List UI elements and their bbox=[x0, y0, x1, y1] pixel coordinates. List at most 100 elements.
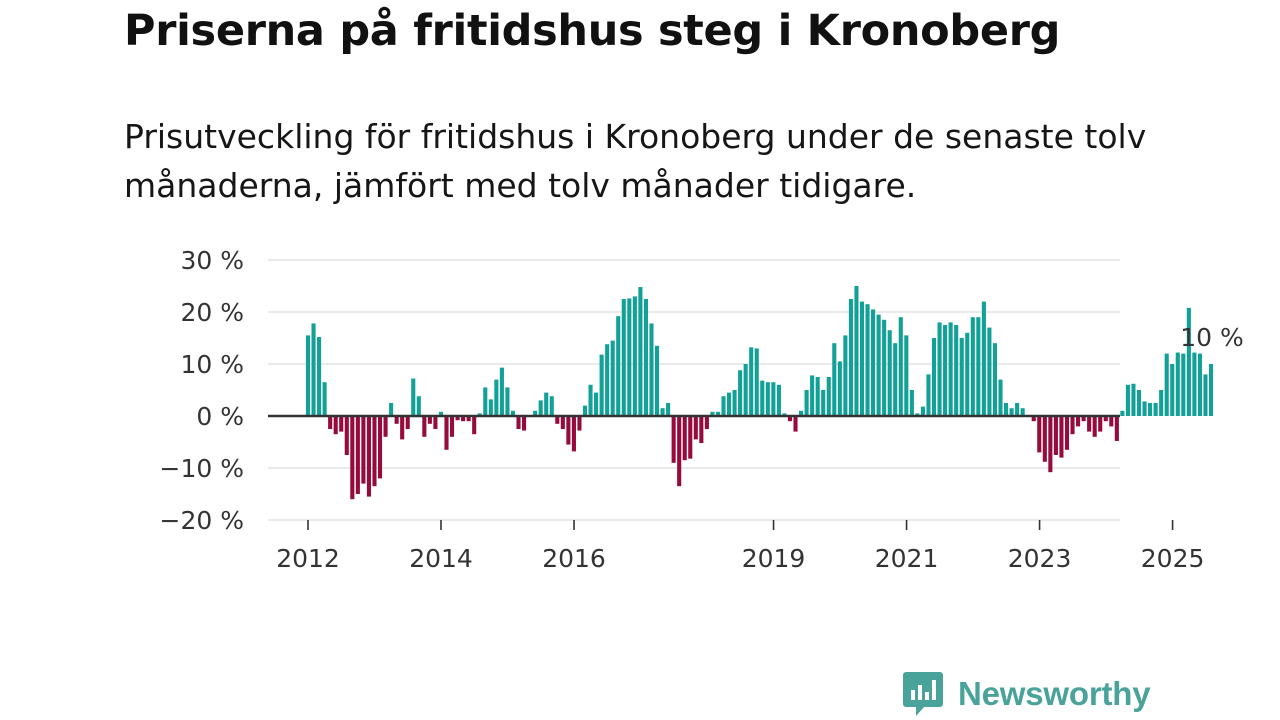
bar bbox=[1048, 416, 1053, 473]
bar bbox=[1092, 416, 1097, 437]
bar bbox=[943, 325, 948, 416]
y-axis: 30 % 20 % 10 % 0 % −10 % −20 % bbox=[160, 246, 244, 535]
bar bbox=[1109, 416, 1114, 427]
bar bbox=[400, 416, 405, 440]
newsworthy-logo-icon bbox=[903, 672, 943, 716]
grid-lines bbox=[268, 259, 1120, 521]
bar bbox=[372, 416, 377, 487]
bar bbox=[682, 416, 687, 461]
bar bbox=[350, 416, 355, 500]
bar bbox=[782, 413, 787, 416]
bar bbox=[821, 390, 826, 416]
bar bbox=[837, 361, 842, 416]
bar bbox=[383, 416, 388, 437]
page-title: Priserna på fritidshus steg i Kronoberg bbox=[124, 6, 1061, 56]
x-tick-label: 2012 bbox=[276, 544, 340, 573]
bar bbox=[876, 314, 881, 416]
x-tick-label: 2016 bbox=[542, 544, 606, 573]
brand-name: Newsworthy bbox=[958, 675, 1151, 712]
bar bbox=[699, 416, 704, 444]
bar bbox=[594, 392, 599, 416]
bar bbox=[571, 416, 576, 452]
bar bbox=[1192, 352, 1197, 416]
bar bbox=[810, 375, 815, 416]
bar bbox=[483, 387, 488, 416]
bar bbox=[704, 416, 709, 429]
bar bbox=[427, 416, 432, 424]
bar bbox=[1170, 364, 1175, 416]
bar bbox=[499, 367, 504, 416]
bar bbox=[516, 416, 521, 429]
bar bbox=[776, 384, 781, 416]
bar bbox=[1125, 384, 1130, 416]
bar bbox=[815, 377, 820, 416]
bar bbox=[522, 416, 527, 431]
bar bbox=[1208, 364, 1214, 416]
bar bbox=[444, 416, 449, 450]
bar-series bbox=[305, 286, 1214, 500]
bar bbox=[948, 322, 953, 416]
bar bbox=[926, 374, 931, 416]
bar bbox=[998, 379, 1003, 416]
bar bbox=[848, 299, 853, 416]
bar bbox=[1020, 408, 1025, 416]
bar bbox=[909, 390, 914, 416]
y-tick-label: 0 % bbox=[196, 402, 244, 431]
bar bbox=[566, 416, 571, 445]
y-tick-label: 30 % bbox=[180, 246, 244, 275]
bar bbox=[533, 410, 538, 416]
bar bbox=[505, 387, 510, 416]
bar bbox=[693, 416, 698, 440]
bar bbox=[1159, 390, 1164, 416]
bar bbox=[754, 348, 759, 416]
bar bbox=[627, 298, 632, 416]
bar bbox=[970, 317, 975, 416]
bar bbox=[1031, 416, 1036, 422]
bar bbox=[721, 396, 726, 416]
bar bbox=[1103, 416, 1108, 422]
bar bbox=[588, 384, 593, 416]
bar bbox=[671, 416, 676, 463]
bar bbox=[411, 378, 416, 416]
bar bbox=[510, 410, 516, 416]
bar bbox=[981, 301, 986, 416]
bar bbox=[422, 416, 427, 437]
x-tick-label: 2019 bbox=[742, 544, 806, 573]
bar bbox=[605, 344, 610, 416]
x-tick-label: 2021 bbox=[875, 544, 939, 573]
bar bbox=[488, 399, 493, 416]
bar bbox=[843, 335, 848, 416]
bar bbox=[377, 416, 383, 479]
y-tick-label: −20 % bbox=[160, 506, 244, 535]
bar bbox=[494, 379, 499, 416]
y-tick-label: 10 % bbox=[180, 350, 244, 379]
bar bbox=[1070, 416, 1075, 435]
bar bbox=[1114, 416, 1119, 441]
bar bbox=[976, 317, 981, 416]
bar bbox=[660, 408, 665, 416]
bar bbox=[416, 396, 421, 416]
bar bbox=[1203, 374, 1208, 416]
bar bbox=[361, 416, 366, 484]
x-tick-label: 2014 bbox=[409, 544, 473, 573]
bar bbox=[632, 296, 637, 416]
bar bbox=[461, 416, 466, 422]
bar bbox=[832, 343, 837, 416]
bar bbox=[937, 322, 942, 416]
bar bbox=[1148, 403, 1153, 416]
bar bbox=[765, 382, 770, 416]
last-value-annotation: 10 % bbox=[1180, 323, 1244, 352]
bar bbox=[339, 416, 344, 432]
bar bbox=[931, 338, 937, 416]
brand-logo: Newsworthy bbox=[902, 670, 1151, 718]
bar bbox=[760, 380, 765, 416]
bar bbox=[549, 396, 554, 416]
bar bbox=[577, 416, 582, 431]
bar bbox=[1037, 416, 1042, 453]
bar bbox=[654, 345, 660, 416]
bar bbox=[738, 370, 743, 416]
x-tick-label: 2023 bbox=[1008, 544, 1072, 573]
bar bbox=[771, 382, 776, 416]
bar bbox=[305, 335, 311, 416]
bar bbox=[920, 406, 925, 416]
